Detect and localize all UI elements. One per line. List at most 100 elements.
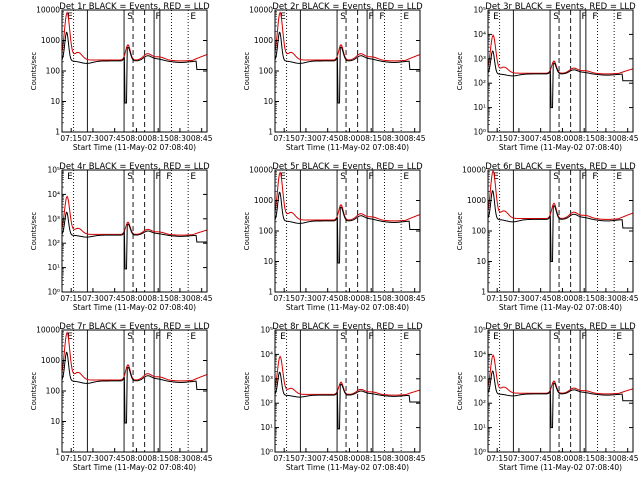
series-lld [488, 34, 633, 75]
y-tick-label: 1000 [254, 196, 273, 205]
x-tick-label: 08:45 [617, 134, 639, 143]
interval-marker: S [340, 332, 346, 342]
plot-frame [487, 9, 634, 133]
x-axis-label: Start Time (11-May-02 07:08:40) [73, 463, 196, 472]
interval-marker: F [166, 172, 171, 182]
x-tick-label: 07:45 [104, 294, 126, 303]
interval-marker: F [166, 332, 171, 342]
interval-marker: E [67, 172, 73, 182]
x-axis-label: Start Time (11-May-02 07:08:40) [286, 463, 409, 472]
x-tick-label: 07:30 [295, 454, 317, 463]
interval-marker: S [127, 172, 133, 182]
interval-marker: S [127, 332, 133, 342]
x-tick-label: 08:30 [382, 134, 404, 143]
plot-frame [487, 329, 634, 453]
y-tick-label: 10⁰ [47, 288, 60, 297]
x-tick-label: 08:45 [404, 454, 426, 463]
y-tick-label: 10000 [249, 6, 273, 15]
x-tick-label: 07:15 [486, 134, 508, 143]
y-tick-label: 10¹ [473, 103, 486, 112]
y-tick-label: 1000 [41, 356, 60, 365]
y-tick-label: 10000 [36, 326, 60, 335]
y-tick-label: 10000 [462, 166, 486, 175]
y-tick-label: 10³ [47, 214, 60, 223]
y-tick-label: 1 [55, 448, 60, 457]
x-tick-label: 07:15 [60, 454, 82, 463]
plot-frame [61, 329, 208, 453]
series-events [275, 31, 420, 104]
y-tick-label: 1 [268, 128, 273, 137]
x-tick-label: 08:00 [552, 454, 574, 463]
interval-marker: E [67, 12, 73, 22]
x-tick-label: 07:30 [508, 134, 530, 143]
x-tick-label: 08:15 [573, 454, 595, 463]
series-events [488, 50, 633, 109]
x-tick-label: 08:00 [126, 294, 148, 303]
y-axis-label: Counts/sec [243, 372, 251, 411]
series-lld [275, 171, 420, 222]
y-tick-label: 10 [263, 257, 273, 266]
interval-marker: E [493, 172, 499, 182]
y-tick-label: 1 [481, 288, 486, 297]
x-tick-label: 08:45 [191, 454, 213, 463]
interval-marker: E [403, 172, 409, 182]
y-tick-label: 10² [47, 239, 60, 248]
interval-marker: S [553, 12, 559, 22]
x-axis-label: Start Time (11-May-02 07:08:40) [286, 303, 409, 312]
chart-title: Det 2r BLACK = Events, RED = LLD [272, 2, 423, 12]
y-tick-label: 1000 [254, 36, 273, 45]
series-events [488, 189, 633, 262]
interval-marker: E [280, 12, 286, 22]
x-tick-label: 08:00 [339, 134, 361, 143]
plot-frame [274, 9, 421, 133]
x-axis-label: Start Time (11-May-02 07:08:40) [73, 143, 196, 152]
chart-title: Det 4r BLACK = Events, RED = LLD [59, 162, 210, 172]
x-tick-label: 08:00 [339, 454, 361, 463]
y-tick-label: 10000 [249, 166, 273, 175]
x-tick-label: 08:45 [617, 294, 639, 303]
x-tick-label: 08:15 [360, 454, 382, 463]
y-tick-label: 10⁰ [473, 448, 486, 457]
interval-marker: E [403, 12, 409, 22]
x-tick-label: 08:30 [169, 294, 191, 303]
x-tick-label: 08:00 [126, 454, 148, 463]
x-tick-label: 07:15 [486, 294, 508, 303]
y-tick-label: 10⁵ [260, 326, 273, 335]
x-tick-label: 07:45 [317, 294, 339, 303]
y-tick-label: 10 [263, 97, 273, 106]
y-tick-label: 10⁵ [473, 326, 486, 335]
interval-marker: E [190, 332, 196, 342]
interval-marker: S [553, 172, 559, 182]
y-axis-label: Counts/sec [30, 372, 38, 411]
x-tick-label: 08:30 [595, 454, 617, 463]
chart-title: Det 7r BLACK = Events, RED = LLD [59, 322, 210, 332]
y-tick-label: 1000 [41, 36, 60, 45]
interval-marker: E [190, 172, 196, 182]
x-tick-label: 08:30 [595, 134, 617, 143]
interval-marker: F [156, 12, 161, 22]
chart-title: Det 3r BLACK = Events, RED = LLD [485, 2, 636, 12]
y-tick-label: 10¹ [473, 423, 486, 432]
y-tick-label: 10⁵ [47, 166, 60, 175]
plot-frame [487, 169, 634, 293]
interval-marker: F [156, 332, 161, 342]
x-tick-label: 07:15 [273, 134, 295, 143]
interval-marker: E [67, 332, 73, 342]
x-tick-label: 07:45 [104, 454, 126, 463]
series-events [62, 211, 207, 270]
x-tick-label: 08:15 [147, 134, 169, 143]
x-tick-label: 08:45 [617, 454, 639, 463]
y-tick-label: 10 [476, 257, 486, 266]
interval-marker: F [592, 172, 597, 182]
y-axis-label: Counts/sec [30, 212, 38, 251]
y-tick-label: 10² [473, 79, 486, 88]
y-tick-label: 100 [472, 227, 487, 236]
series-lld [62, 195, 207, 236]
x-axis-label: Start Time (11-May-02 07:08:40) [73, 303, 196, 312]
y-axis-label: Counts/sec [30, 52, 38, 91]
interval-marker: F [379, 12, 384, 22]
plot-frame [274, 329, 421, 453]
